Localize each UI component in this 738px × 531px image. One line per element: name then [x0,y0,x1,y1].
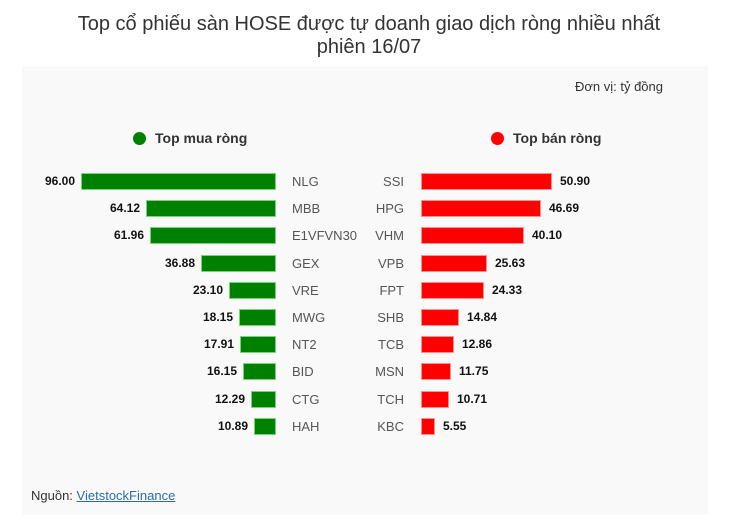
buy-value-label: 10.89 [217,418,248,433]
buy-bar [243,363,276,381]
sell-value-label: 40.10 [532,228,563,243]
buy-ticker-label: VRE [292,282,319,298]
buy-bar [229,281,276,299]
sell-value-label: 24.33 [492,282,523,297]
buy-ticker-label: GEX [292,255,320,271]
buy-bar [81,173,276,190]
sell-ticker-label: SSI [383,174,404,189]
chart-panel: Đơn vị: tỷ đồng Top mua ròng Top bán ròn… [22,66,708,515]
buy-ticker-label: NT2 [292,337,317,353]
sell-value-label: 10.71 [457,391,488,406]
buy-value-label: 18.15 [202,310,233,324]
sell-ticker-label: MSN [375,364,404,380]
buy-value-label: 96.00 [44,174,75,188]
sell-ticker-label: FPT [379,282,404,298]
sell-value-label: 14.84 [467,310,498,324]
source-link[interactable]: VietstockFinance [76,488,176,503]
legend-buy-label: Top mua ròng [155,130,248,146]
sell-bar [421,309,459,326]
unit-label: Đơn vị: tỷ đồng [574,79,663,94]
buy-value-label: 36.88 [164,255,195,270]
source-line: Nguồn: VietstockFinance [31,488,175,503]
sell-bar [421,363,451,381]
sell-value-label: 50.90 [560,174,591,188]
legend-sell: Top bán ròng [491,130,601,146]
sell-ticker-label: SHB [377,310,404,325]
buy-value-label: 61.96 [113,228,144,243]
legend-buy-dot-icon [133,131,146,145]
sell-bar [421,254,487,272]
sell-bar [421,281,484,299]
sell-value-label: 11.75 [459,364,489,379]
buy-ticker-label: MWG [292,310,326,325]
sell-bar [421,173,552,190]
sell-value-label: 12.86 [462,337,493,352]
sell-ticker-label: VPB [377,255,404,271]
buy-bar [239,309,276,326]
chart-title-line-2: phiên 16/07 [316,36,422,58]
buy-value-label: 23.10 [192,282,223,297]
sell-ticker-label: VHM [375,228,404,244]
sell-value-label: 25.63 [495,255,526,270]
buy-ticker-label: MBB [292,201,321,217]
sell-ticker-label: TCH [377,391,404,407]
sell-ticker-label: KBC [377,418,404,434]
buy-bar [240,336,276,354]
buy-bar [201,254,276,272]
legend-sell-label: Top bán ròng [513,130,602,146]
buy-value-label: 64.12 [109,201,140,216]
sell-value-label: 5.55 [443,418,467,433]
buy-bar [150,227,276,245]
buy-ticker-label: BID [292,364,314,380]
sell-bar [421,417,435,435]
sell-bar [421,390,449,408]
buy-bar [251,390,276,408]
legend-sell-dot-icon [491,131,504,145]
buy-value-label: 12.29 [214,391,245,406]
sell-ticker-label: TCB [378,337,404,353]
buy-ticker-label: E1VFVN30 [292,228,358,244]
chart-title: Top cổ phiếu sàn HOSE được tự doanh giao… [0,13,738,59]
buy-value-label: 17.91 [203,337,234,352]
buy-ticker-label: NLG [292,174,319,189]
sell-bar [421,336,454,354]
sell-ticker-label: HPG [375,201,404,217]
legend-buy: Top mua ròng [133,130,247,146]
sell-value-label: 46.69 [549,201,580,216]
sell-bar [421,200,541,218]
sell-bar [421,227,524,245]
buy-bar [146,200,276,218]
buy-value-label: 16.15 [206,364,237,379]
buy-ticker-label: HAH [292,418,320,434]
buy-ticker-label: CTG [292,391,320,407]
chart-title-line-1: Top cổ phiếu sàn HOSE được tự doanh giao… [77,13,661,35]
buy-bar [254,417,276,435]
source-prefix: Nguồn: [31,488,73,503]
